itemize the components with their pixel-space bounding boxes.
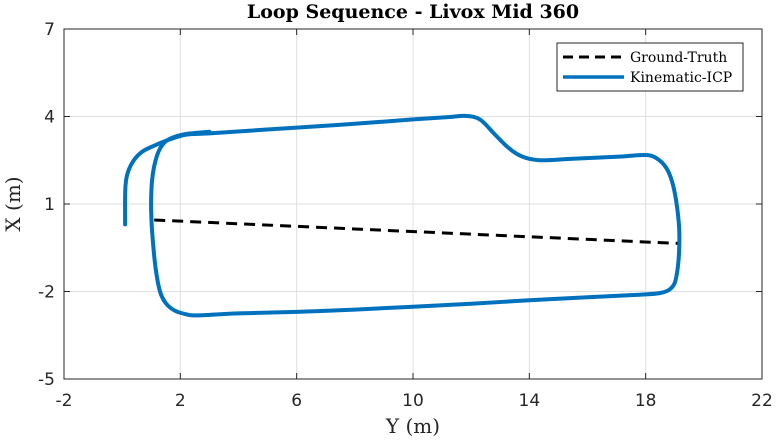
x-tick-label: 10 (402, 391, 424, 411)
y-tick-label: 7 (44, 20, 55, 40)
y-tick-label: -2 (38, 283, 55, 303)
x-tick-label: 14 (519, 391, 541, 411)
y-tick-label: 1 (44, 195, 55, 215)
chart-title: Loop Sequence - Livox Mid 360 (247, 1, 579, 23)
x-tick-label: 6 (291, 391, 302, 411)
series-line-kinematic-icp (123, 113, 682, 318)
legend: Ground-Truth Kinematic-ICP (556, 42, 744, 92)
x-tick-label: 22 (751, 391, 773, 411)
legend-label-ground-truth: Ground-Truth (630, 50, 727, 66)
series-line-ground-truth (154, 218, 678, 245)
y-tick-label: 4 (44, 108, 55, 128)
legend-label-kinematic-icp: Kinematic-ICP (630, 70, 732, 86)
x-tick-label: 2 (175, 391, 186, 411)
x-tick-label: 18 (635, 391, 657, 411)
legend-box (556, 42, 744, 92)
series-group (123, 113, 682, 318)
x-axis-label: Y (m) (385, 414, 440, 438)
y-tick-label: -5 (38, 370, 55, 390)
y-axis-label: X (m) (1, 176, 25, 231)
x-tick-label: -2 (56, 391, 73, 411)
